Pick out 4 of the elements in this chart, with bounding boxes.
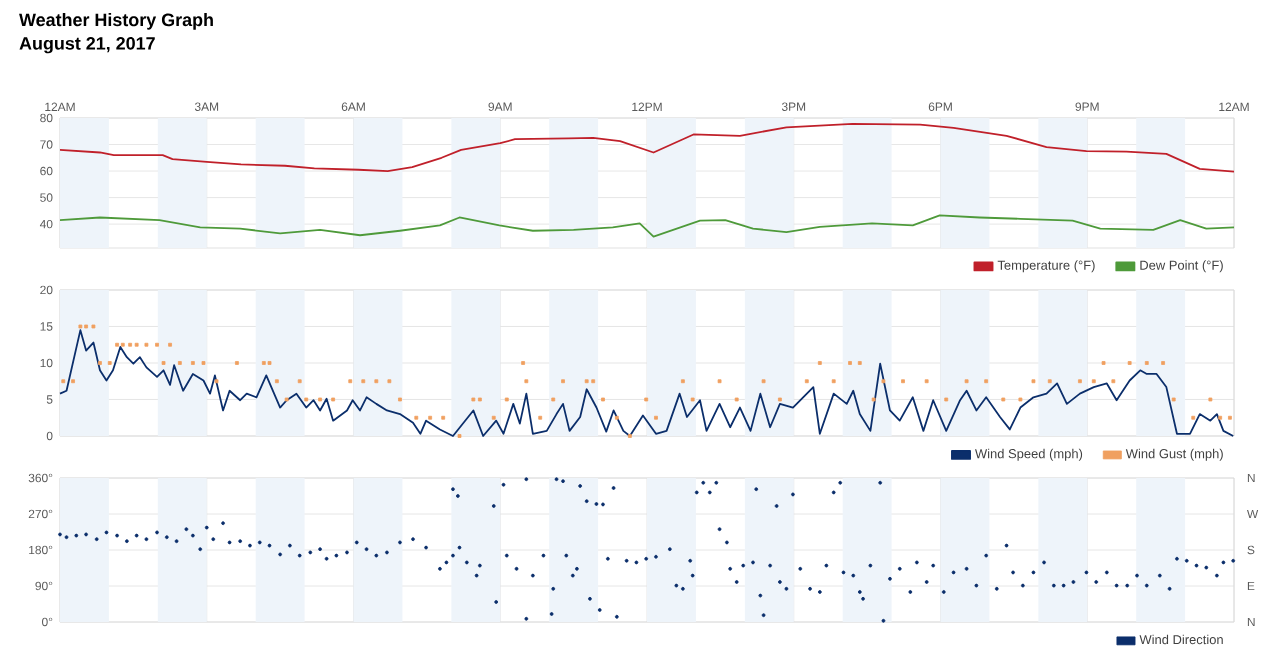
line-series <box>59 122 1235 173</box>
chart-title: Weather History Graph <box>19 13 213 30</box>
chart-subtitle: August 21, 2017 <box>19 37 155 54</box>
line-series <box>59 214 1235 238</box>
